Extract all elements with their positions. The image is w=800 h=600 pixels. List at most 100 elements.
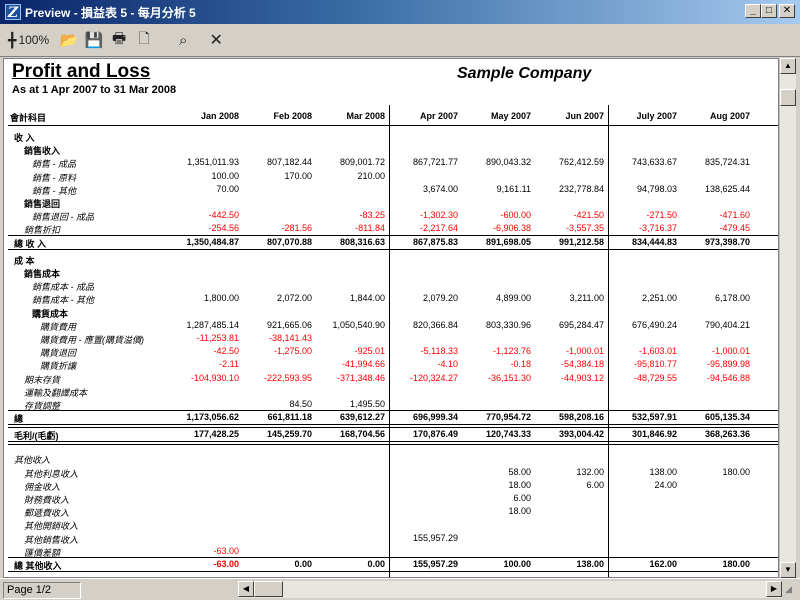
table-cell: 1,350,484.87 xyxy=(186,236,239,247)
row-label: 購貨折讓 xyxy=(40,361,77,372)
scroll-right-arrow-icon[interactable]: ▶ xyxy=(766,581,782,597)
row-label: 銷售退回 xyxy=(24,199,61,209)
scroll-left-arrow-icon[interactable]: ◀ xyxy=(238,581,254,597)
total-rule xyxy=(8,557,778,558)
table-cell: 18.00 xyxy=(508,506,531,517)
table-cell: -2.11 xyxy=(219,359,239,370)
row-label: 郵遞費收入 xyxy=(24,508,70,519)
table-cell: 138,625.44 xyxy=(704,183,750,194)
close-button[interactable]: ✕ xyxy=(779,4,795,18)
table-cell: 170,876.49 xyxy=(412,429,458,440)
table-cell: 168,704.56 xyxy=(339,429,385,440)
table-cell: 598,208.16 xyxy=(558,412,604,423)
row-label: 購貨費用 - 應置(購貨溢價) xyxy=(40,335,144,345)
account-header: 會計科目 xyxy=(10,113,47,123)
table-cell: -0.18 xyxy=(510,359,531,370)
row-label: 匯價差額 xyxy=(24,547,61,558)
print-button[interactable]: 🖶 xyxy=(108,28,130,52)
table-cell: 973,398.70 xyxy=(704,236,750,247)
close-preview-button[interactable]: ✕ xyxy=(205,28,227,52)
column-header: May 2007 xyxy=(490,111,531,121)
table-cell: -120,324.27 xyxy=(409,372,458,383)
table-cell: -63.00 xyxy=(213,545,239,556)
maximize-button[interactable]: □ xyxy=(761,4,777,18)
table-cell: 58.00 xyxy=(508,466,531,477)
report-period: As at 1 Apr 2007 to 31 Mar 2008 xyxy=(12,84,177,96)
row-label: 銷售收入 xyxy=(24,146,61,157)
new-page-button[interactable]: 🗋 xyxy=(133,28,155,52)
table-cell: -2,217.64 xyxy=(419,223,458,234)
horizontal-scrollbar[interactable]: ◀ ▶ xyxy=(238,581,782,598)
row-label: 銷售 - 其他 xyxy=(32,185,76,196)
row-label: 購貨退回 xyxy=(40,348,77,359)
vertical-scroll-thumb[interactable] xyxy=(780,89,796,106)
table-cell: 0.00 xyxy=(367,559,385,569)
scroll-up-arrow-icon[interactable]: ▲ xyxy=(780,58,796,74)
table-cell: 808,316.63 xyxy=(339,236,385,247)
table-cell: 639,612.27 xyxy=(339,412,385,423)
total-rule-bottom xyxy=(8,248,778,250)
table-cell: 368,263.36 xyxy=(704,429,750,440)
table-cell: -11,253.81 xyxy=(196,333,239,343)
table-cell: -471.60 xyxy=(719,210,750,221)
table-cell: 1,351,011.93 xyxy=(187,157,239,168)
status-bar: Page 1/2 ◀ ▶ ◢ xyxy=(0,578,800,600)
table-cell: 2,251.00 xyxy=(641,293,677,304)
table-cell: 867,721.77 xyxy=(412,157,458,168)
column-header: Jun 2007 xyxy=(565,111,604,121)
table-cell: 18.00 xyxy=(508,479,531,490)
table-cell: -479.45 xyxy=(719,223,750,234)
open-folder-icon: 📂 xyxy=(59,32,79,49)
table-cell: -371,348.46 xyxy=(336,372,385,383)
title-bar: Z Preview - 損益表 5 - 每月分析 5 _ □ ✕ xyxy=(0,0,800,24)
table-cell: 100.00 xyxy=(503,559,531,569)
table-cell: -421.50 xyxy=(573,210,604,221)
table-cell: -811.84 xyxy=(355,223,385,234)
zoom-button[interactable]: ╋ 100% xyxy=(8,28,49,52)
find-button[interactable]: ⌕ xyxy=(172,28,194,52)
table-cell: 867,875.83 xyxy=(412,236,458,247)
table-cell: 834,444.83 xyxy=(631,236,677,247)
resize-grip-icon[interactable]: ◢ xyxy=(785,584,792,594)
table-cell: 743,633.67 xyxy=(631,157,677,168)
column-separator xyxy=(608,105,609,577)
table-cell: 3,674.00 xyxy=(422,183,458,194)
table-cell: 1,287,485.14 xyxy=(186,319,239,330)
table-cell: 170.00 xyxy=(284,170,312,181)
row-label: 購貨費用 xyxy=(40,321,77,332)
table-cell: -1,603.01 xyxy=(638,346,677,357)
total-rule-bottom xyxy=(8,424,778,426)
report-page: Profit and Loss As at 1 Apr 2007 to 31 M… xyxy=(3,58,779,578)
minimize-button[interactable]: _ xyxy=(745,4,761,18)
table-cell: 145,259.70 xyxy=(266,429,312,440)
row-label: 其他開銷收入 xyxy=(24,521,79,532)
row-label: 總 xyxy=(14,414,24,425)
table-cell: -83.25 xyxy=(359,210,385,221)
column-header: Apr 2007 xyxy=(419,111,458,121)
total-rule xyxy=(8,234,778,236)
column-header: July 2007 xyxy=(636,111,677,121)
table-cell: -1,275.00 xyxy=(273,346,312,357)
save-icon: 💾 xyxy=(84,32,104,49)
open-button[interactable]: 📂 xyxy=(58,28,80,52)
table-cell: -1,302.30 xyxy=(419,210,458,221)
table-cell: 803,330.96 xyxy=(485,319,531,330)
table-cell: 210.00 xyxy=(357,170,385,181)
save-button[interactable]: 💾 xyxy=(83,28,105,52)
row-label: 財務費收入 xyxy=(24,495,70,505)
row-label: 收 入 xyxy=(14,133,35,143)
zoom-icon: ╋ xyxy=(8,31,17,48)
table-cell: -95,810.77 xyxy=(633,359,677,370)
table-cell: 100.00 xyxy=(211,170,239,181)
print-icon: 🖶 xyxy=(112,29,127,47)
horizontal-scroll-thumb[interactable] xyxy=(254,581,283,597)
table-cell: -38,141.43 xyxy=(268,333,312,343)
table-cell: -3,716.37 xyxy=(638,223,677,234)
column-header: Aug 2007 xyxy=(709,111,750,121)
table-cell: 162.00 xyxy=(649,559,677,569)
table-cell: 661,811.18 xyxy=(267,412,312,423)
table-cell: 809,001.72 xyxy=(339,157,385,168)
vertical-scrollbar[interactable]: ▲ ▼ xyxy=(779,58,796,578)
close-x-icon: ✕ xyxy=(209,32,223,49)
scroll-down-arrow-icon[interactable]: ▼ xyxy=(780,562,796,578)
